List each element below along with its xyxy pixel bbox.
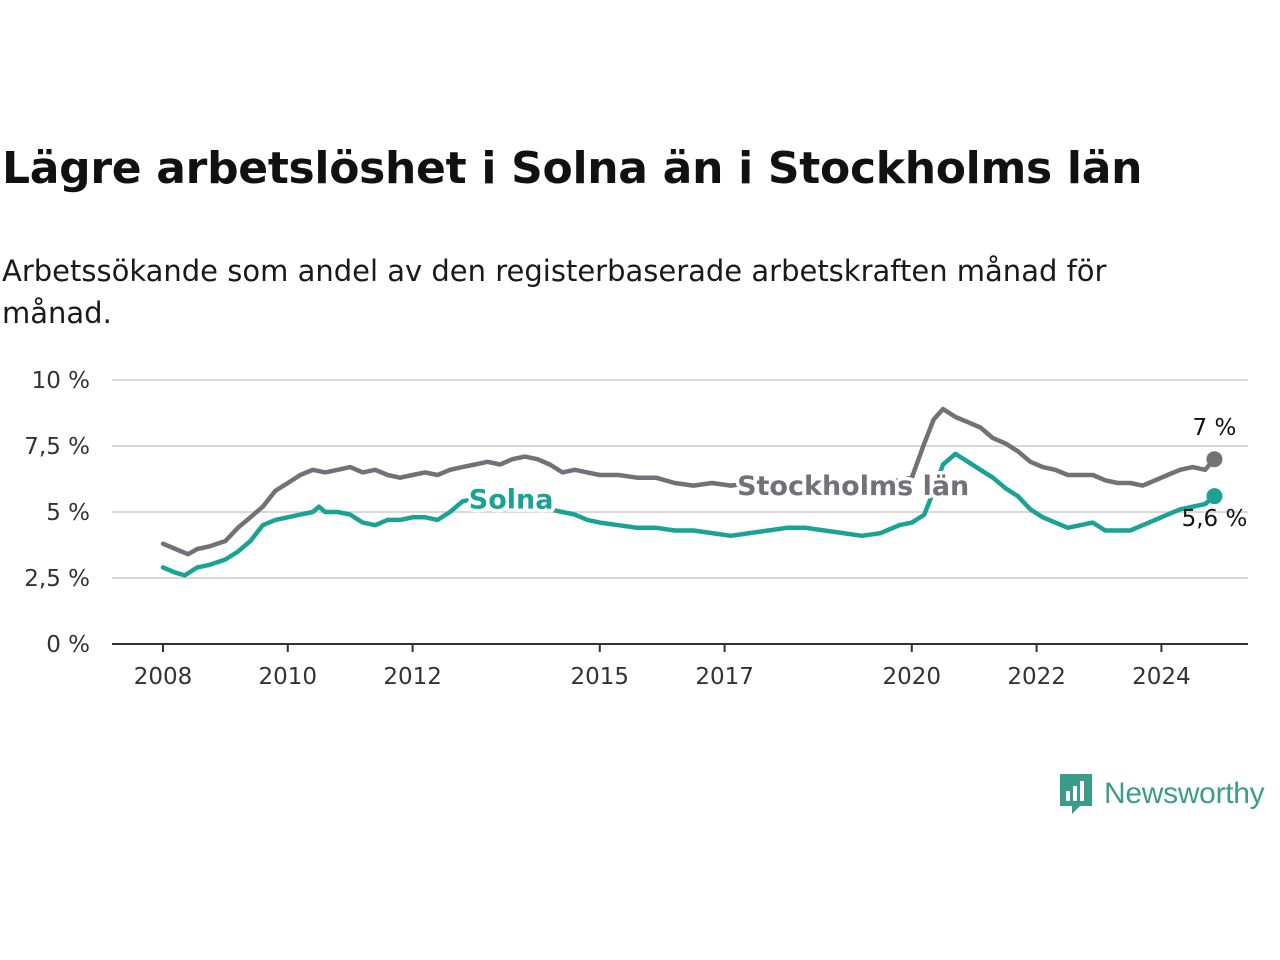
series-line-stockholms-län [160,406,1217,557]
newsworthy-logo[interactable]: Newsworthy [1058,772,1265,816]
y-tick-label: 0 % [46,632,90,658]
brand-name: Newsworthy [1104,777,1265,810]
end-label-solna: 5,6 % [1182,506,1248,532]
y-tick-label: 5 % [46,500,90,526]
y-tick-label: 7,5 % [24,434,90,460]
series-label-solna: Solna [469,484,554,515]
series-line-solna [160,451,1217,578]
x-tick-label: 2015 [571,664,630,690]
x-tick-label: 2020 [883,664,942,690]
x-tick-label: 2017 [695,664,754,690]
x-tick-label: 2008 [134,664,193,690]
chart-subtitle: Arbetssökande som andel av den registerb… [2,254,1107,330]
series-label-halo: Solna [469,484,554,515]
series-label-stockholms-län: Stockholms län [737,471,969,502]
end-point-stockholms-län [1206,451,1223,468]
series-layer [160,406,1223,578]
series-label-halo: Stockholms län [737,471,969,502]
end-point-solna [1206,488,1223,505]
x-tick-label: 2022 [1007,664,1066,690]
x-tick-label: 2012 [383,664,442,690]
y-tick-label: 2,5 % [24,566,90,592]
end-label-stockholms-län: 7 % [1193,415,1237,441]
grid-layer [112,379,1248,579]
y-tick-label: 10 % [32,368,90,394]
x-tick-label: 2024 [1132,664,1191,690]
axis-layer: 0 % 2,5 % 5 % 7,5 % 10 % 2008 2010 2012 2015 2017… [24,368,1248,690]
x-tick-label: 2010 [259,664,318,690]
newsworthy-logo-icon [1060,774,1092,814]
page-title: Lägre arbetslöshet i Solna än i Stockhol… [2,143,1143,194]
